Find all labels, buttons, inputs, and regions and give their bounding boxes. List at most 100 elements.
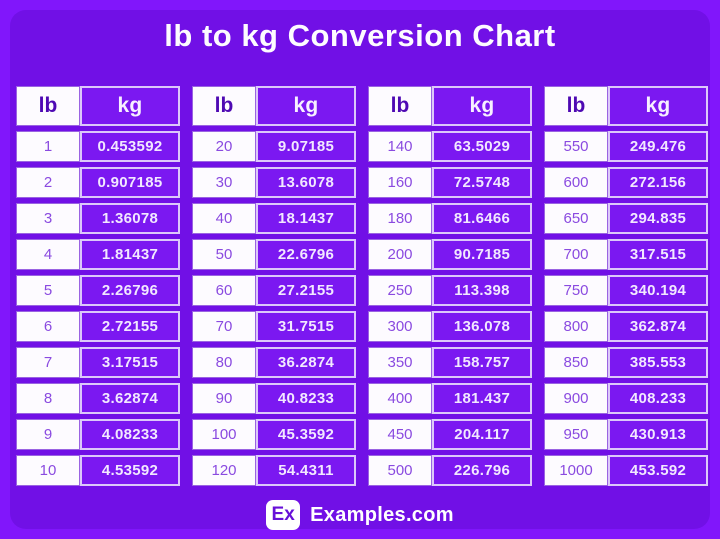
table-header-row: lb kg [368,86,532,126]
lb-value-cell: 6 [16,311,80,342]
lb-value-cell: 10 [16,455,80,486]
lb-value-cell: 750 [544,275,608,306]
kg-value-cell: 453.592 [608,455,708,486]
kg-value-cell: 430.913 [608,419,708,450]
kg-value-cell: 408.233 [608,383,708,414]
examples-logo-icon: Ex [266,500,301,530]
lb-value-cell: 1 [16,131,80,162]
conversion-table-4: lb kg 550 249.476 600 272.156 650 294.835 700 317… [544,86,708,486]
kg-value-cell: 63.5029 [432,131,532,162]
kg-value-cell: 3.62874 [80,383,180,414]
table-header-row: lb kg [16,86,180,126]
table-header-row: lb kg [544,86,708,126]
footer-site-name: Examples.com [310,503,454,526]
table-row: 500 226.796 [368,455,532,486]
table-row: 90 40.8233 [192,383,356,414]
table-row: 20 9.07185 [192,131,356,162]
table-row: 70 31.7515 [192,311,356,342]
table-row: 850 385.553 [544,347,708,378]
table-row: 180 81.6466 [368,203,532,234]
lb-value-cell: 50 [192,239,256,270]
lb-value-cell: 20 [192,131,256,162]
lb-value-cell: 140 [368,131,432,162]
lb-value-cell: 550 [544,131,608,162]
table-row: 1000 453.592 [544,455,708,486]
table-row: 6 2.72155 [16,311,180,342]
lb-value-cell: 300 [368,311,432,342]
lb-value-cell: 40 [192,203,256,234]
lb-column-header: lb [544,86,608,126]
kg-value-cell: 136.078 [432,311,532,342]
table-row: 4 1.81437 [16,239,180,270]
table-row: 30 13.6078 [192,167,356,198]
kg-value-cell: 294.835 [608,203,708,234]
lb-value-cell: 4 [16,239,80,270]
lb-value-cell: 2 [16,167,80,198]
table-row: 80 36.2874 [192,347,356,378]
footer-brand: Ex Examples.com [0,499,720,531]
lb-value-cell: 100 [192,419,256,450]
kg-value-cell: 1.81437 [80,239,180,270]
table-row: 100 45.3592 [192,419,356,450]
kg-value-cell: 0.907185 [80,167,180,198]
kg-value-cell: 4.53592 [80,455,180,486]
lb-column-header: lb [16,86,80,126]
table-row: 800 362.874 [544,311,708,342]
table-row: 2 0.907185 [16,167,180,198]
table-row: 160 72.5748 [368,167,532,198]
kg-value-cell: 1.36078 [80,203,180,234]
kg-value-cell: 317.515 [608,239,708,270]
kg-value-cell: 4.08233 [80,419,180,450]
lb-value-cell: 900 [544,383,608,414]
kg-value-cell: 113.398 [432,275,532,306]
kg-value-cell: 385.553 [608,347,708,378]
lb-value-cell: 80 [192,347,256,378]
table-row: 9 4.08233 [16,419,180,450]
kg-value-cell: 204.117 [432,419,532,450]
kg-value-cell: 2.26796 [80,275,180,306]
lb-value-cell: 850 [544,347,608,378]
conversion-table-3: lb kg 140 63.5029 160 72.5748 180 81.6466 200 90.… [368,86,532,486]
lb-value-cell: 450 [368,419,432,450]
table-row: 900 408.233 [544,383,708,414]
table-row: 120 54.4311 [192,455,356,486]
kg-value-cell: 272.156 [608,167,708,198]
lb-value-cell: 60 [192,275,256,306]
lb-column-header: lb [368,86,432,126]
kg-value-cell: 13.6078 [256,167,356,198]
lb-value-cell: 250 [368,275,432,306]
kg-value-cell: 40.8233 [256,383,356,414]
lb-value-cell: 160 [368,167,432,198]
lb-value-cell: 180 [368,203,432,234]
table-row: 5 2.26796 [16,275,180,306]
table-row: 10 4.53592 [16,455,180,486]
table-row: 40 18.1437 [192,203,356,234]
kg-value-cell: 340.194 [608,275,708,306]
lb-value-cell: 5 [16,275,80,306]
kg-value-cell: 36.2874 [256,347,356,378]
kg-column-header: kg [608,86,708,126]
table-row: 3 1.36078 [16,203,180,234]
lb-value-cell: 600 [544,167,608,198]
kg-value-cell: 158.757 [432,347,532,378]
table-row: 7 3.17515 [16,347,180,378]
kg-value-cell: 45.3592 [256,419,356,450]
lb-value-cell: 950 [544,419,608,450]
table-row: 550 249.476 [544,131,708,162]
kg-value-cell: 0.453592 [80,131,180,162]
table-row: 650 294.835 [544,203,708,234]
page-title: lb to kg Conversion Chart [164,18,556,53]
kg-value-cell: 362.874 [608,311,708,342]
lb-value-cell: 30 [192,167,256,198]
lb-value-cell: 400 [368,383,432,414]
kg-value-cell: 22.6796 [256,239,356,270]
table-header-row: lb kg [192,86,356,126]
lb-value-cell: 8 [16,383,80,414]
kg-value-cell: 27.2155 [256,275,356,306]
table-row: 600 272.156 [544,167,708,198]
kg-value-cell: 31.7515 [256,311,356,342]
kg-column-header: kg [432,86,532,126]
kg-value-cell: 81.6466 [432,203,532,234]
lb-value-cell: 500 [368,455,432,486]
